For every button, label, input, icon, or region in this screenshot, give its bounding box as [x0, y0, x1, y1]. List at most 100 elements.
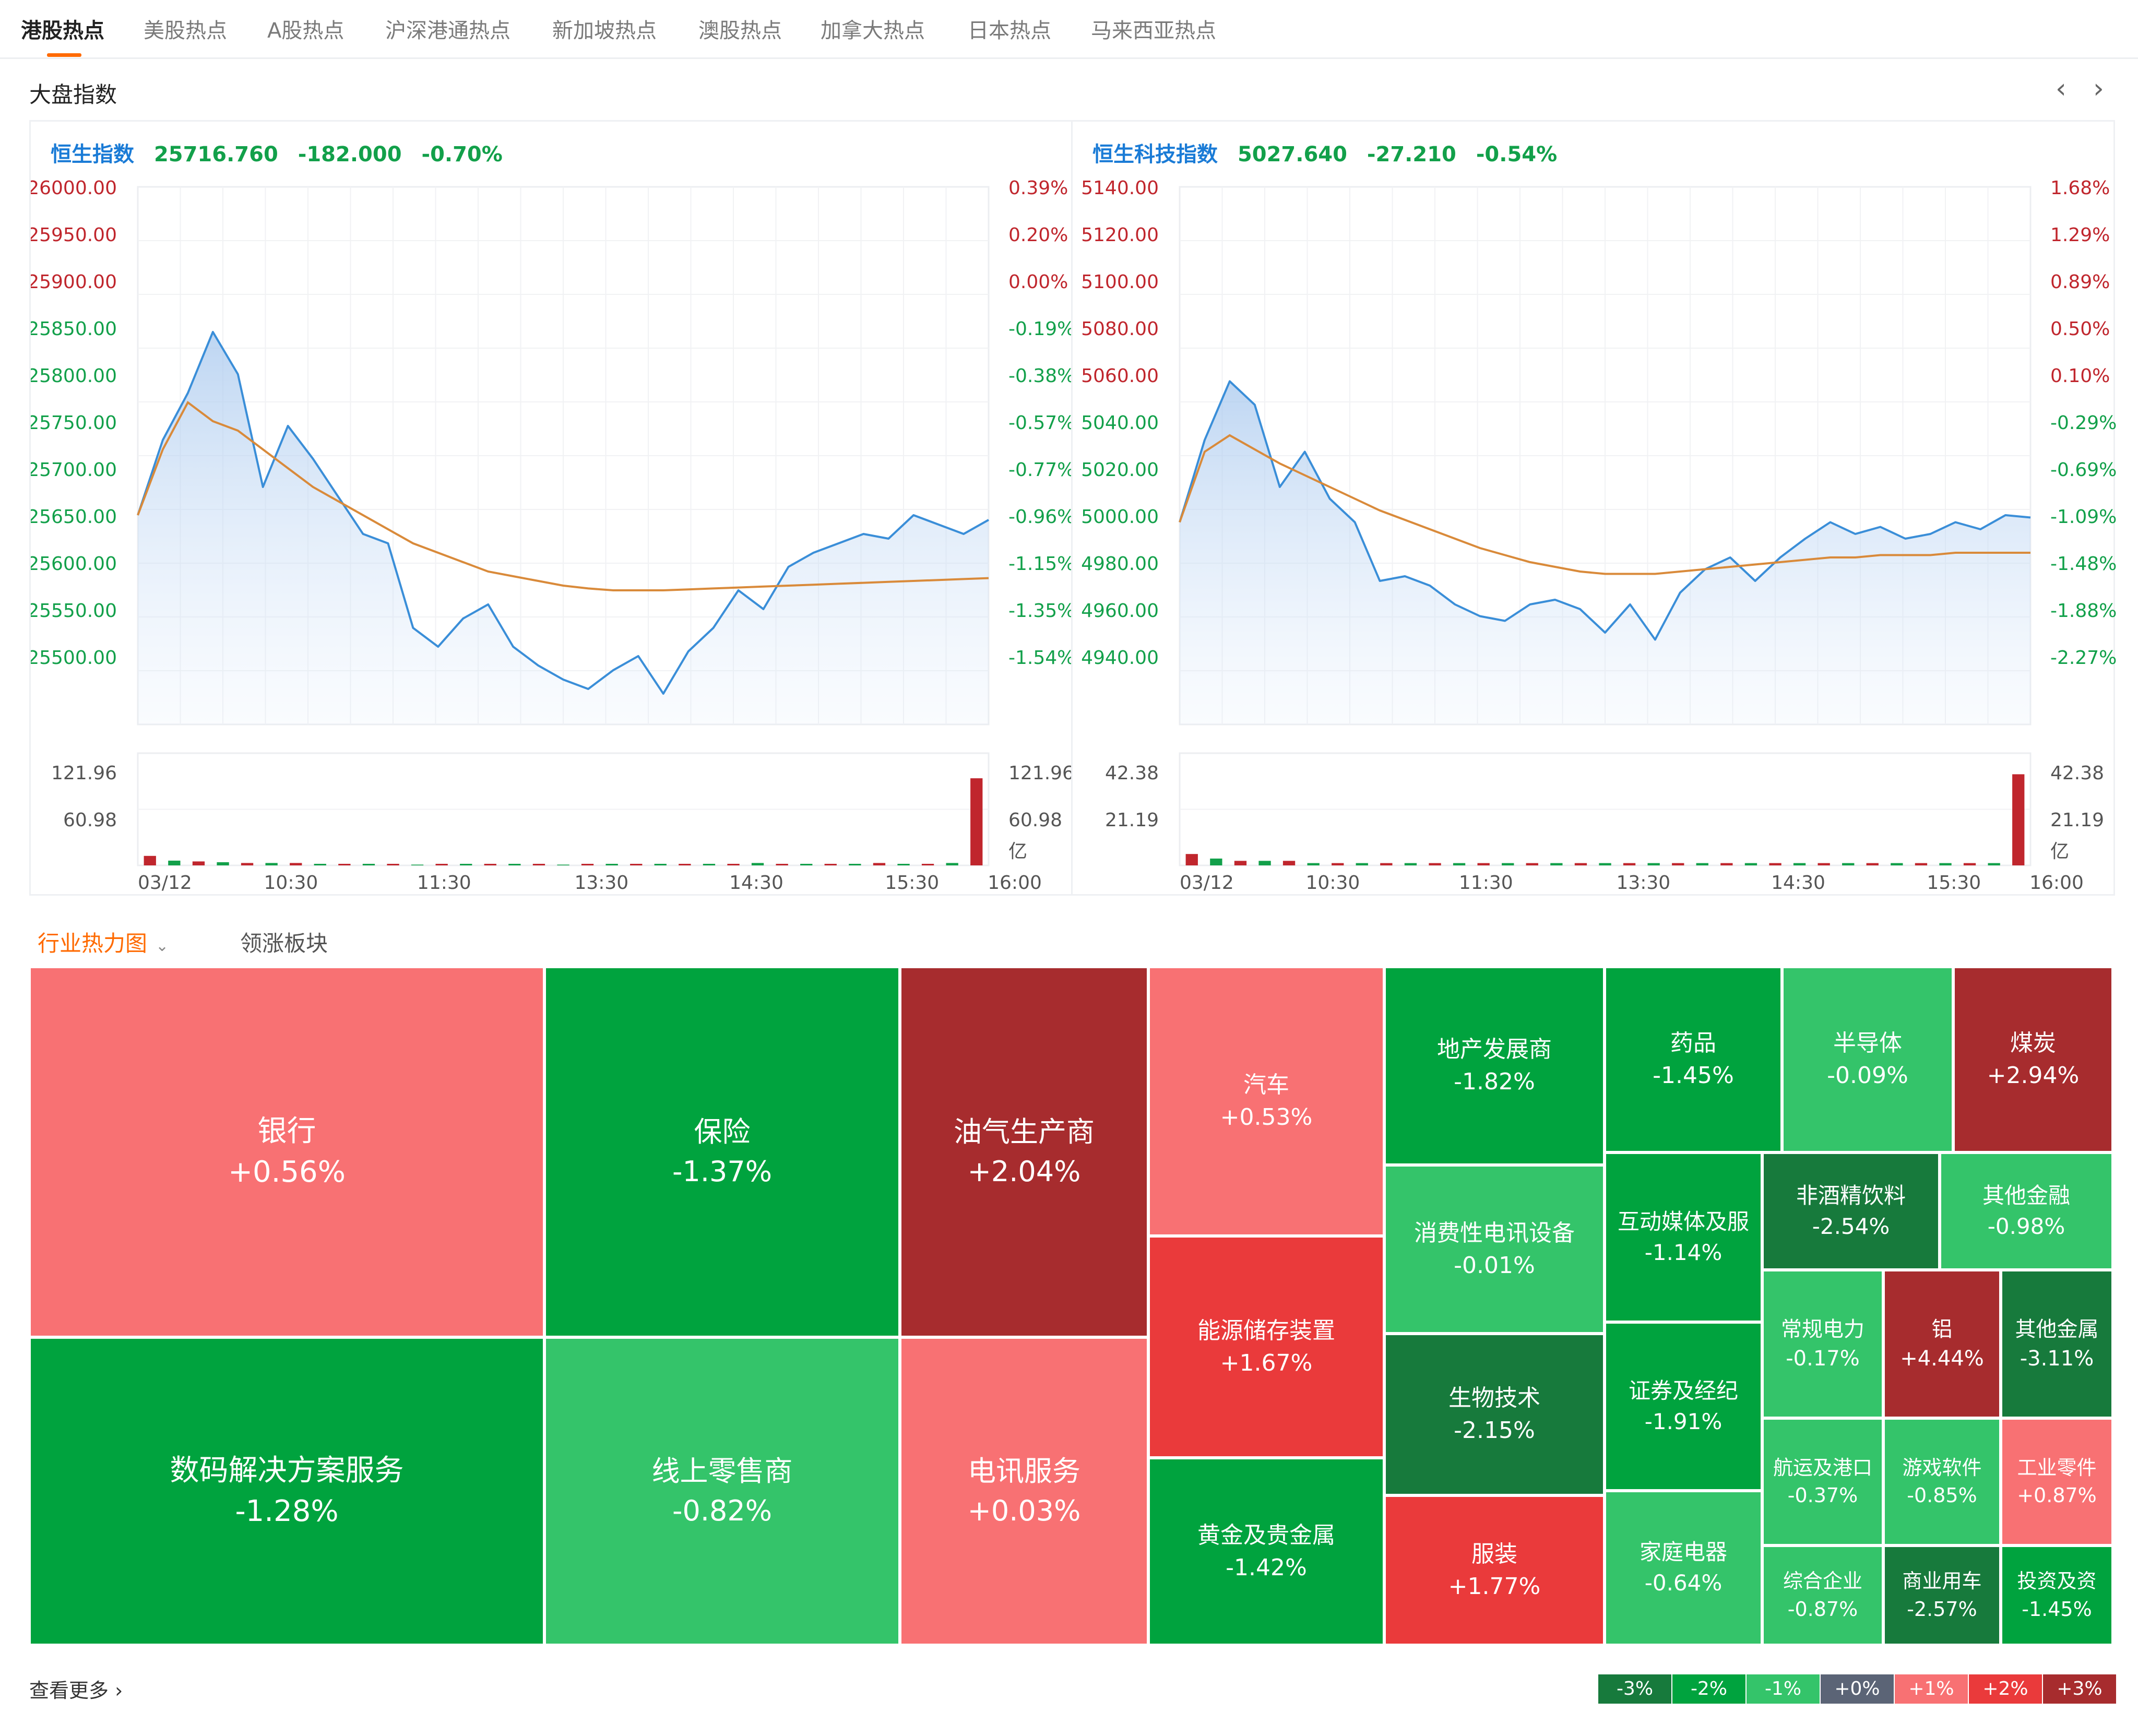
heatmap-cell[interactable]: 药品 -1.45% — [1605, 967, 1782, 1152]
heatmap-cell[interactable]: 常规电力 -0.17% — [1762, 1270, 1883, 1418]
y-tick-label: 5140.00 — [1081, 177, 1159, 199]
active-tab-indicator — [47, 53, 81, 57]
index-chart-hsi[interactable]: 恒生指数 25716.760 -182.000 -0.70% 26000.00 2… — [29, 120, 1075, 896]
heatmap-cell[interactable]: 其他金属 -3.11% — [2001, 1270, 2113, 1418]
heatmap-cell[interactable]: 家庭电器 -0.64% — [1605, 1491, 1762, 1645]
x-tick-label: 14:30 — [1771, 872, 1825, 894]
sector-name: 能源储存装置 — [1197, 1317, 1335, 1344]
volume-bar — [1769, 863, 1781, 865]
volume-tick-label: 21.19 — [1105, 810, 1159, 831]
tab-stock-connect[interactable]: 沪深港通热点 — [385, 19, 510, 43]
heatmap-cell[interactable]: 服装 +1.77% — [1384, 1495, 1605, 1645]
tab-singapore[interactable]: 新加坡热点 — [552, 19, 657, 43]
index-change-pct: -0.70% — [421, 142, 503, 167]
volume-bar — [581, 864, 594, 865]
volume-bar — [1988, 863, 2000, 865]
heatmap-cell[interactable]: 证券及经纪 -1.91% — [1605, 1322, 1762, 1491]
pct-tick-label: -1.88% — [2050, 600, 2117, 622]
sector-name: 银行 — [257, 1114, 316, 1148]
tab-us[interactable]: 美股热点 — [144, 19, 227, 43]
sector-change-pct: -2.15% — [1454, 1417, 1535, 1444]
tab-leading-sectors[interactable]: 领涨板块 — [240, 931, 328, 956]
x-tick-label: 11:30 — [1459, 872, 1513, 894]
index-header: 恒生指数 25716.760 -182.000 -0.70% — [51, 137, 515, 168]
volume-bar — [1818, 863, 1830, 865]
sector-change-pct: -1.42% — [1226, 1554, 1307, 1581]
volume-bar — [1307, 863, 1320, 865]
volume-bar — [1939, 863, 1952, 865]
volume-bar — [1234, 861, 1247, 865]
volume-bar — [557, 864, 569, 865]
see-more-link[interactable]: 查看更多 › — [29, 1674, 123, 1703]
x-tick-label: 10:30 — [1306, 872, 1360, 894]
market-tabs: 港股热点 美股热点 A股热点 沪深港通热点 新加坡热点 澳股热点 加拿大热点 日… — [0, 0, 2138, 59]
volume-bar — [1963, 863, 1976, 865]
heatmap-cell[interactable]: 能源储存装置 +1.67% — [1148, 1236, 1384, 1458]
x-tick-label: 16:00 — [2029, 872, 2084, 894]
heatmap-cell[interactable]: 黄金及贵金属 -1.42% — [1148, 1458, 1384, 1645]
y-tick-label: 4940.00 — [1081, 647, 1159, 669]
heatmap-cell[interactable]: 油气生产商 +2.04% — [900, 967, 1148, 1337]
heatmap-cell[interactable]: 互动媒体及服 -1.14% — [1605, 1152, 1762, 1322]
sector-name: 投资及资 — [2017, 1569, 2097, 1593]
tab-a-share[interactable]: A股热点 — [267, 19, 345, 43]
volume-bar — [338, 864, 351, 865]
tab-japan[interactable]: 日本热点 — [968, 19, 1051, 43]
heatmap-cell[interactable]: 数码解决方案服务 -1.28% — [29, 1337, 544, 1645]
heatmap-cell[interactable]: 非酒精饮料 -2.54% — [1762, 1152, 1940, 1270]
tab-malaysia[interactable]: 马来西亚热点 — [1091, 19, 1216, 43]
sector-change-pct: +1.67% — [1220, 1349, 1313, 1376]
heatmap-cell[interactable]: 消费性电讯设备 -0.01% — [1384, 1165, 1605, 1334]
index-chart-hstech[interactable]: 恒生科技指数 5027.640 -27.210 -0.54% 5140.00 51… — [1071, 120, 2117, 896]
heatmap-cell[interactable]: 生物技术 -2.15% — [1384, 1334, 1605, 1495]
chevron-left-icon[interactable]: ‹ — [2056, 73, 2066, 104]
heatmap-cell[interactable]: 煤炭 +2.94% — [1953, 967, 2113, 1152]
sector-change-pct: +0.87% — [2017, 1484, 2097, 1507]
heatmap-cell[interactable]: 保险 -1.37% — [544, 967, 900, 1337]
tab-canada[interactable]: 加拿大热点 — [821, 19, 925, 43]
chevron-right-icon[interactable]: › — [2093, 73, 2104, 104]
heatmap-cell[interactable]: 地产发展商 -1.82% — [1384, 967, 1605, 1165]
y-tick-label: 5000.00 — [1081, 506, 1159, 528]
volume-bar — [1647, 863, 1660, 865]
sector-name: 汽车 — [1243, 1072, 1289, 1099]
heatmap-cell[interactable]: 汽车 +0.53% — [1148, 967, 1384, 1236]
tab-hk[interactable]: 港股热点 — [21, 19, 104, 43]
heatmap-cell[interactable]: 银行 +0.56% — [29, 967, 544, 1337]
heatmap-cell[interactable]: 工业零件 +0.87% — [2001, 1418, 2113, 1545]
heatmap-cell[interactable]: 线上零售商 -0.82% — [544, 1337, 900, 1645]
industry-heatmap-dropdown[interactable]: 行业热力图 ⌄ — [38, 926, 169, 958]
sector-change-pct: -1.14% — [1644, 1239, 1723, 1265]
volume-bar — [1599, 863, 1611, 865]
heatmap-cell[interactable]: 铝 +4.44% — [1883, 1270, 2001, 1418]
heatmap-cell[interactable]: 综合企业 -0.87% — [1762, 1545, 1883, 1645]
volume-bar — [679, 864, 691, 865]
index-last: 25716.760 — [153, 142, 278, 167]
y-tick-label: 25850.00 — [31, 318, 117, 340]
y-tick-label: 26000.00 — [31, 177, 117, 199]
heatmap-cell[interactable]: 投资及资 -1.45% — [2001, 1545, 2113, 1645]
x-tick-label: 03/12 — [138, 872, 192, 894]
chart-plot: 5140.00 5120.00 5100.00 5080.00 5060.00 5040.… — [1081, 177, 2117, 894]
index-header: 恒生科技指数 5027.640 -27.210 -0.54% — [1092, 137, 1570, 168]
heatmap-cell[interactable]: 航运及港口 -0.37% — [1762, 1418, 1883, 1545]
sector-change-pct: -0.01% — [1454, 1252, 1535, 1279]
pct-tick-label: -0.77% — [1008, 459, 1075, 481]
heatmap-cell[interactable]: 商业用车 -2.57% — [1883, 1545, 2001, 1645]
volume-bar — [1793, 863, 1806, 865]
heatmap-cell[interactable]: 半导体 -0.09% — [1782, 967, 1953, 1152]
tab-australia[interactable]: 澳股热点 — [698, 19, 782, 43]
pct-tick-label: 1.68% — [2050, 177, 2110, 199]
volume-unit: 亿 — [1008, 841, 1027, 862]
sector-name: 药品 — [1670, 1030, 1716, 1057]
heatmap-cell[interactable]: 电讯服务 +0.03% — [900, 1337, 1148, 1645]
x-tick-label: 16:00 — [988, 872, 1042, 894]
y-tick-label: 25500.00 — [31, 647, 117, 669]
volume-bar — [1526, 863, 1538, 865]
volume-bar — [1356, 863, 1368, 865]
heatmap-cell[interactable]: 游戏软件 -0.85% — [1883, 1418, 2001, 1545]
average-line — [1179, 434, 2030, 575]
heatmap-cell[interactable]: 其他金融 -0.98% — [1940, 1152, 2113, 1270]
x-tick-label: 11:30 — [417, 872, 471, 894]
sector-name: 油气生产商 — [954, 1115, 1095, 1149]
